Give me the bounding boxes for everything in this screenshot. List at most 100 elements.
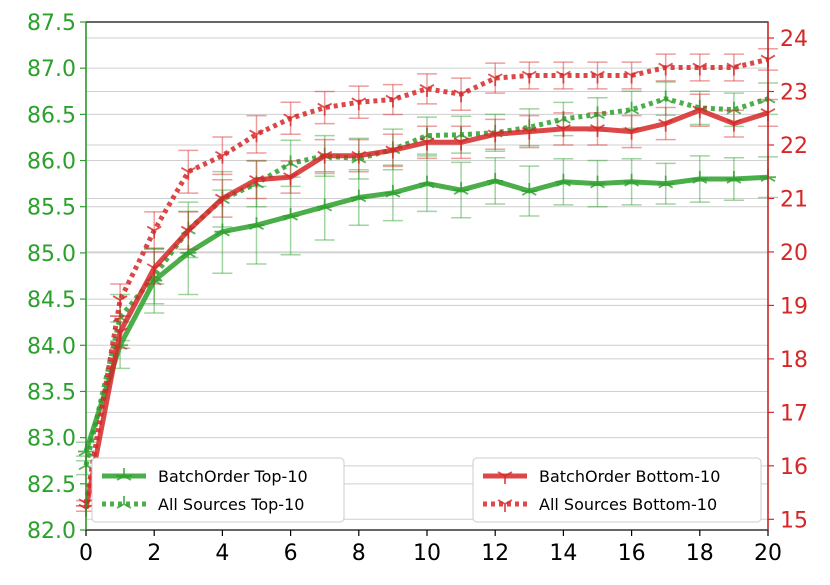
series-batchorder-top-10	[76, 155, 778, 462]
data-point	[385, 94, 401, 108]
x-tick-label: 6	[284, 541, 298, 566]
data-point	[249, 129, 264, 143]
data-point	[283, 113, 299, 127]
data-point	[180, 225, 196, 239]
data-point	[112, 295, 128, 309]
data-point	[487, 73, 503, 87]
legend-marker	[116, 468, 132, 481]
data-point	[657, 175, 674, 189]
data-point	[691, 171, 708, 184]
data-point	[453, 89, 469, 103]
data-point	[692, 105, 708, 119]
right-tick-label: 23	[780, 81, 808, 106]
data-point	[317, 150, 333, 164]
left-tick-label: 87.5	[27, 11, 76, 36]
data-point	[590, 124, 605, 137]
x-tick-label: 4	[215, 541, 229, 566]
data-point	[725, 171, 742, 184]
data-point	[590, 106, 605, 120]
right-tick-label: 21	[780, 187, 808, 212]
right-tick-label: 17	[780, 401, 808, 426]
legend-label: All Sources Bottom-10	[539, 495, 717, 514]
left-tick-label: 85.5	[27, 196, 76, 221]
right-tick-label: 15	[780, 508, 808, 533]
series-layer	[76, 47, 778, 517]
data-point	[624, 126, 640, 140]
left-tick-label: 83.5	[27, 380, 76, 405]
data-point	[623, 173, 640, 187]
x-tick-label: 10	[413, 541, 441, 566]
data-point	[214, 150, 230, 164]
data-point	[658, 62, 674, 76]
legend-marker	[116, 496, 132, 509]
data-point	[453, 182, 470, 195]
data-point	[590, 70, 605, 84]
data-point	[555, 110, 571, 124]
series-batchorder-bottom-10	[76, 93, 778, 517]
data-point	[180, 166, 196, 180]
data-point	[316, 198, 333, 212]
x-tick-label: 8	[352, 541, 366, 566]
legend-label: BatchOrder Bottom-10	[539, 467, 720, 486]
x-tick-label: 16	[618, 541, 646, 566]
left-tick-label: 87.0	[27, 57, 76, 82]
data-point	[283, 155, 299, 169]
data-point	[726, 62, 742, 76]
data-point	[419, 137, 435, 151]
data-point	[214, 193, 230, 207]
data-point	[726, 118, 742, 132]
legend-bottom-right: BatchOrder Bottom-10 All Sources Bottom-1…	[472, 457, 762, 523]
data-point	[624, 70, 640, 84]
left-tick-label: 83.0	[27, 427, 76, 452]
data-point	[487, 172, 504, 186]
x-tick-label: 2	[147, 541, 161, 566]
data-point	[282, 207, 299, 221]
right-tick-label: 24	[780, 27, 808, 52]
data-point	[249, 174, 264, 188]
left-tick-label: 82.5	[27, 473, 76, 498]
legend-box	[472, 457, 762, 523]
legend-label: BatchOrder Top-10	[158, 467, 308, 486]
data-point	[283, 172, 299, 186]
data-point	[658, 118, 674, 132]
data-point	[726, 101, 742, 115]
data-point	[589, 175, 606, 189]
data-point	[487, 129, 503, 143]
data-point	[214, 223, 231, 237]
x-tick-label: 12	[481, 541, 509, 566]
x-tick-label: 18	[686, 541, 714, 566]
left-tick-label: 84.5	[27, 288, 76, 313]
data-point	[555, 124, 571, 137]
legend-marker	[497, 499, 513, 512]
left-tick-label: 86.5	[27, 103, 76, 128]
data-point	[521, 126, 537, 140]
data-point	[180, 244, 197, 258]
right-tick-label: 19	[780, 294, 808, 319]
right-tick-label: 18	[780, 348, 808, 373]
left-tick-label: 85.0	[27, 242, 76, 267]
data-point	[419, 175, 435, 189]
right-tick-label: 20	[780, 241, 808, 266]
legend-marker	[497, 471, 513, 484]
data-point	[317, 102, 333, 116]
data-point	[385, 145, 401, 159]
legends-layer: BatchOrder Top-10 All Sources Top-10 Batch…	[91, 457, 762, 523]
right-tick-label: 16	[780, 455, 808, 480]
data-point	[146, 225, 162, 239]
data-point	[453, 137, 469, 151]
data-point	[555, 173, 572, 187]
data-point	[555, 70, 571, 84]
data-point	[146, 263, 162, 276]
x-tick-label: 20	[754, 541, 782, 566]
legend-label: All Sources Top-10	[158, 495, 304, 514]
legend-box	[91, 457, 345, 523]
right-tick-label: 22	[780, 134, 808, 159]
data-point	[248, 217, 265, 230]
series-all-sources-bottom-10	[76, 47, 778, 512]
left-tick-label: 86.0	[27, 150, 76, 175]
data-point	[692, 62, 708, 76]
data-point	[350, 189, 367, 203]
data-point	[419, 84, 435, 97]
axes-layer: 82.0 82.5 83.0 83.5 84.0 84.5 85.0 85.5 86.0 86.5…	[27, 11, 808, 566]
